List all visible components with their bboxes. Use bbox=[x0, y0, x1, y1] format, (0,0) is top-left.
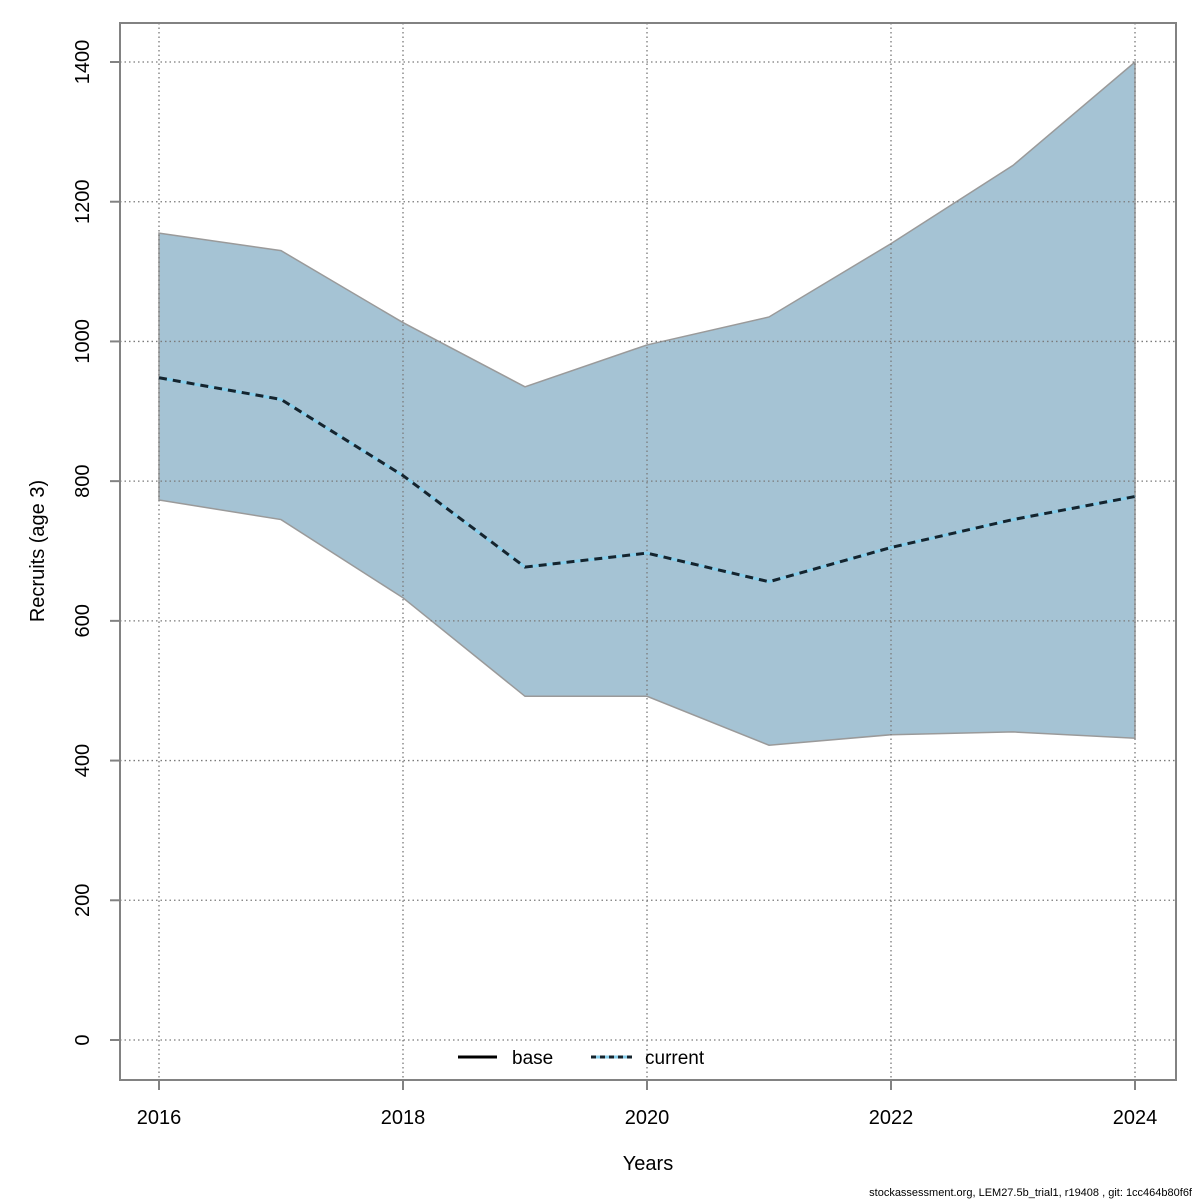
confidence-band-polygon bbox=[158, 60, 1136, 746]
axis-tick-labels: 2016 2018 2020 2022 2024 0 200 400 600 800 1000 120… bbox=[72, 40, 1157, 1129]
y-tick-label: 200 bbox=[72, 884, 94, 917]
legend-base-label: base bbox=[512, 1048, 553, 1069]
x-axis-title: Years bbox=[623, 1153, 673, 1175]
x-tick-label: 2018 bbox=[381, 1107, 426, 1129]
current-line-dashes bbox=[158, 376, 1136, 584]
y-tick-label: 1000 bbox=[72, 319, 94, 364]
y-tick-label: 400 bbox=[72, 744, 94, 777]
current-median-line bbox=[158, 376, 1136, 584]
y-tick-label: 1400 bbox=[72, 40, 94, 85]
footer-citation: stockassessment.org, LEM27.5b_trial1, r1… bbox=[869, 1187, 1193, 1199]
x-tick-label: 2022 bbox=[869, 1107, 914, 1129]
y-tick-label: 0 bbox=[72, 1034, 94, 1045]
gridlines bbox=[120, 23, 1176, 1080]
y-axis-title: Recruits (age 3) bbox=[27, 480, 49, 622]
confidence-band bbox=[158, 60, 1136, 746]
x-tick-label: 2024 bbox=[1113, 1107, 1158, 1129]
y-tick-label: 800 bbox=[72, 464, 94, 497]
legend-current-label: current bbox=[645, 1048, 705, 1069]
x-tick-label: 2020 bbox=[625, 1107, 670, 1129]
y-tick-label: 600 bbox=[72, 604, 94, 637]
legend: base current bbox=[458, 1048, 705, 1069]
axis-ticks bbox=[110, 61, 1136, 1090]
x-tick-label: 2016 bbox=[137, 1107, 182, 1129]
y-tick-label: 1200 bbox=[72, 179, 94, 224]
